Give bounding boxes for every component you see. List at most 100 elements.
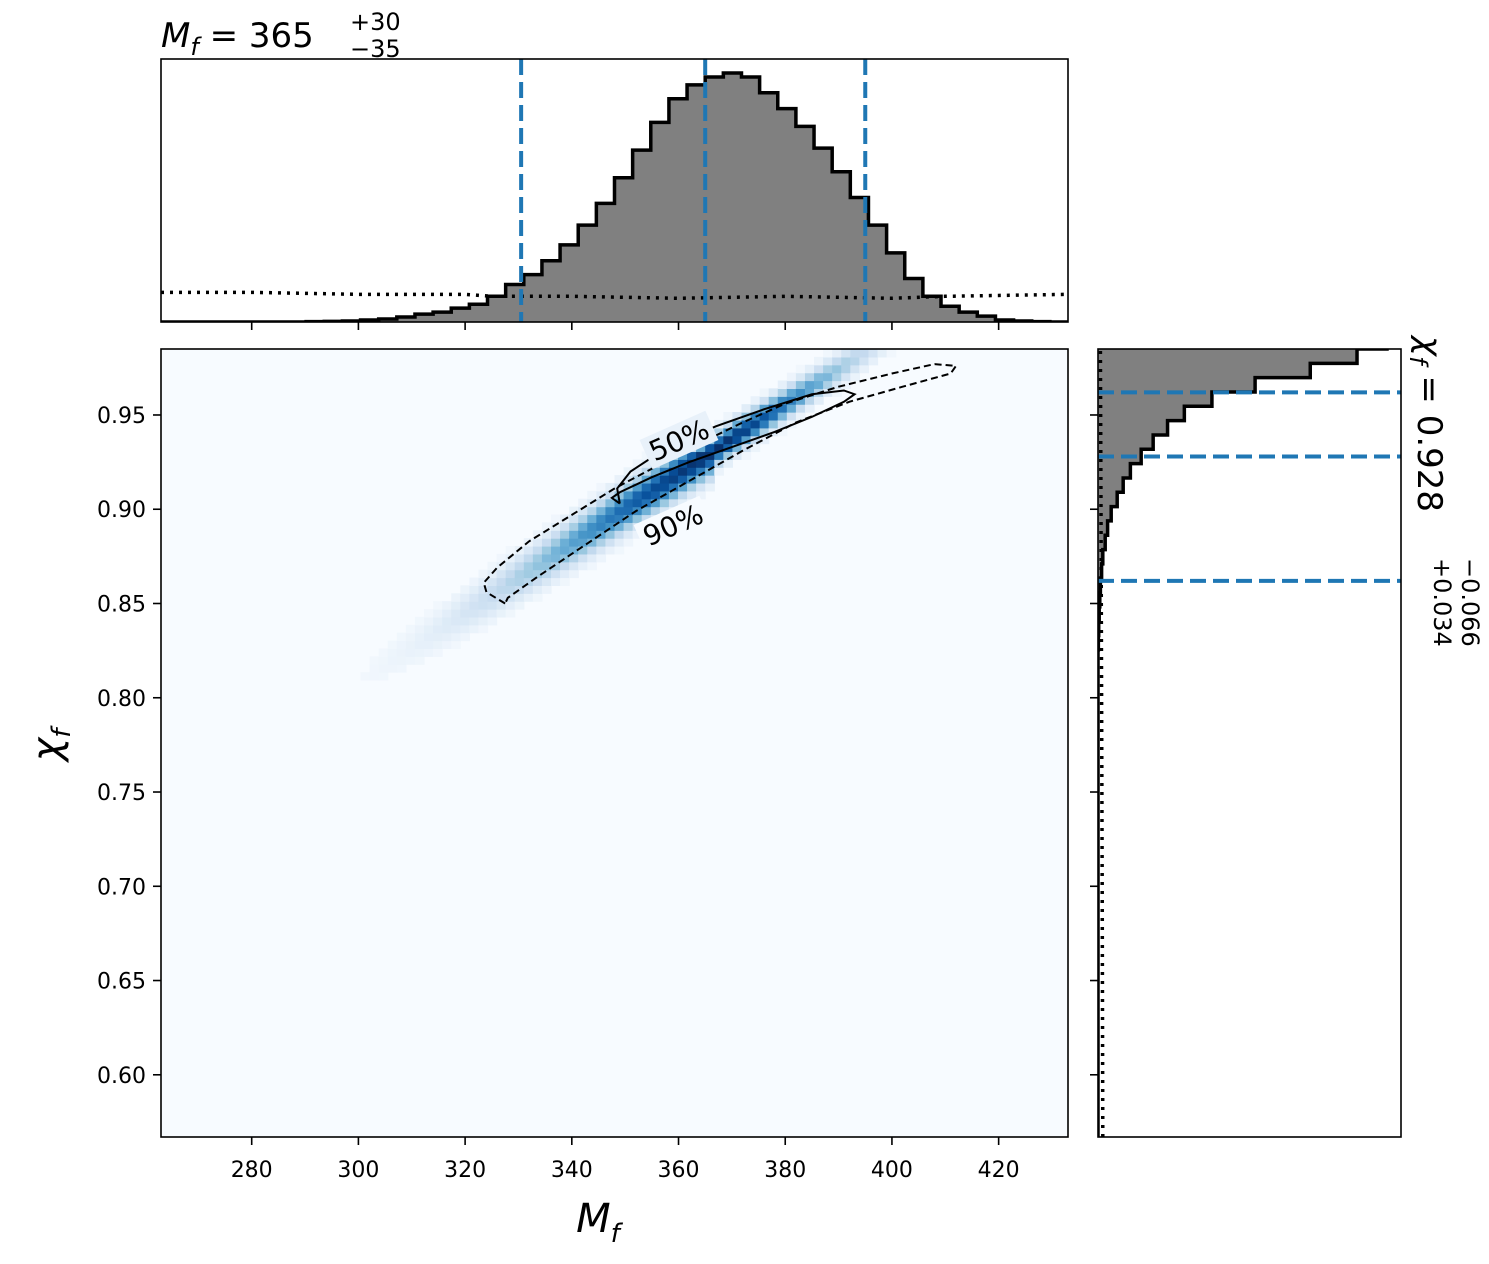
- density-cell: [723, 435, 734, 445]
- density-cell: [632, 475, 643, 484]
- density-cell: [850, 372, 860, 382]
- density-cell: [641, 459, 652, 468]
- density-cell: [696, 443, 706, 453]
- density-cell: [460, 593, 470, 602]
- density-cell: [714, 427, 724, 437]
- density-cell: [569, 522, 579, 531]
- density-cell: [650, 482, 661, 492]
- density-cell: [487, 585, 498, 594]
- svg-text:χf: χf: [24, 725, 77, 764]
- density-cell: [741, 427, 752, 437]
- density-cell: [859, 356, 870, 366]
- density-cell: [614, 522, 625, 531]
- density-cell: [587, 490, 597, 500]
- density-cell: [850, 356, 860, 366]
- density-cell: [451, 601, 461, 610]
- density-cell: [505, 609, 516, 618]
- density-cell: [523, 577, 534, 586]
- density-cell: [487, 616, 498, 626]
- density-cell: [677, 490, 688, 500]
- density-cell: [823, 356, 833, 366]
- density-cell: [433, 601, 443, 610]
- density-cell: [541, 530, 552, 539]
- density-cell: [405, 648, 416, 657]
- density-cell: [605, 530, 616, 539]
- density-cell: [641, 482, 652, 492]
- density-cell: [369, 664, 380, 673]
- density-cell: [569, 546, 579, 555]
- density-cell: [532, 538, 543, 547]
- density-cell: [541, 522, 552, 531]
- density-cell: [587, 530, 597, 539]
- density-cell: [414, 616, 425, 626]
- density-cell: [741, 404, 752, 413]
- density-cell: [505, 553, 516, 563]
- density-cell: [496, 569, 507, 579]
- chi-title-minus: −0.066: [1456, 558, 1484, 647]
- density-cell: [424, 609, 434, 618]
- density-cell: [750, 443, 761, 453]
- density-cell: [696, 467, 706, 476]
- x-tick-label: 340: [551, 1158, 593, 1183]
- density-cell: [750, 404, 761, 413]
- x-tick-label: 400: [871, 1158, 913, 1183]
- density-cell: [804, 372, 815, 382]
- density-cell: [687, 482, 697, 492]
- density-cell: [496, 601, 507, 610]
- density-cell: [868, 349, 879, 358]
- density-cell: [705, 482, 715, 492]
- density-cell: [795, 412, 806, 421]
- density-cell: [596, 530, 607, 539]
- density-cell: [424, 640, 434, 650]
- density-cell: [596, 506, 607, 516]
- mf-marginal-panel: [160, 58, 1069, 330]
- density-cell: [460, 632, 470, 642]
- density-cell: [795, 372, 806, 382]
- density-cell: [560, 561, 570, 571]
- density-cell: [496, 561, 507, 571]
- density-cell: [804, 388, 815, 397]
- density-cell: [814, 396, 824, 405]
- density-cell: [759, 427, 770, 437]
- density-cell: [696, 475, 706, 484]
- density-cell: [551, 553, 561, 563]
- x-tick-label: 280: [231, 1158, 273, 1183]
- density-cell: [387, 640, 398, 650]
- chi-histogram-fill: [1098, 349, 1387, 1137]
- density-cell: [832, 349, 842, 358]
- density-cell: [668, 475, 679, 484]
- density-cell: [832, 372, 842, 382]
- density-cell: [433, 640, 443, 650]
- density-cell: [841, 364, 851, 374]
- density-cell: [777, 380, 788, 389]
- density-cell: [578, 498, 588, 508]
- density-cell: [578, 538, 588, 547]
- x-tick-label: 420: [978, 1158, 1020, 1183]
- density-cell: [623, 498, 634, 508]
- density-cell: [659, 475, 670, 484]
- density-cell: [560, 553, 570, 563]
- density-cell: [605, 538, 616, 547]
- density-cell: [650, 490, 661, 500]
- density-cell: [378, 672, 389, 681]
- density-cell: [596, 538, 607, 547]
- density-cell: [832, 388, 842, 397]
- density-cell: [532, 577, 543, 586]
- y-tick-label: 0.75: [97, 781, 146, 806]
- density-cell: [641, 498, 652, 508]
- density-cell: [551, 514, 561, 523]
- density-cell: [614, 546, 625, 555]
- density-cell: [514, 569, 525, 579]
- density-cell: [532, 546, 543, 555]
- density-cell: [677, 467, 688, 476]
- density-cell: [560, 569, 570, 579]
- density-cell: [687, 459, 697, 468]
- density-cell: [560, 546, 570, 555]
- density-cell: [841, 380, 851, 389]
- density-cell: [687, 490, 697, 500]
- density-cell: [832, 380, 842, 389]
- density-cell: [596, 498, 607, 508]
- density-cell: [551, 522, 561, 531]
- joint-panel: 280 300 320 340 360 380 400 420 0.60 0.65 0.70 0.7…: [97, 348, 1069, 1183]
- density-cell: [723, 419, 734, 429]
